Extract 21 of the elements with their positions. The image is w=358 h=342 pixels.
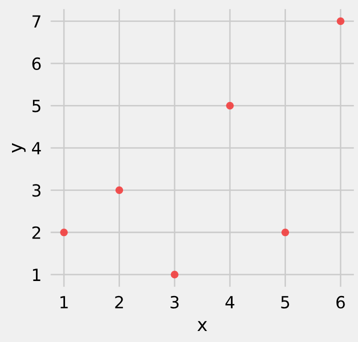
point	[60, 228, 68, 236]
x-tick-label: 4	[225, 296, 234, 308]
x-tick-label: 2	[115, 296, 123, 308]
point	[170, 270, 178, 278]
y-tick-label: 1	[33, 268, 40, 281]
x-tick-label: 1	[60, 296, 68, 308]
x-axis-title: x	[197, 321, 208, 332]
x-tick-label: 3	[170, 296, 179, 309]
point	[226, 102, 234, 110]
point	[336, 17, 344, 26]
point	[115, 186, 124, 194]
y-tick-label: 5	[32, 100, 40, 112]
point	[281, 228, 290, 236]
y-tick-label: 2	[32, 226, 40, 239]
y-axis-title: y	[12, 143, 26, 153]
y-tick-label: 3	[32, 184, 40, 197]
x-tick-label: 6	[336, 296, 345, 309]
x-tick-label: 5	[281, 296, 290, 309]
y-tick-label: 7	[32, 15, 40, 28]
y-tick-label: 4	[32, 142, 41, 154]
y-tick-label: 6	[32, 57, 41, 70]
